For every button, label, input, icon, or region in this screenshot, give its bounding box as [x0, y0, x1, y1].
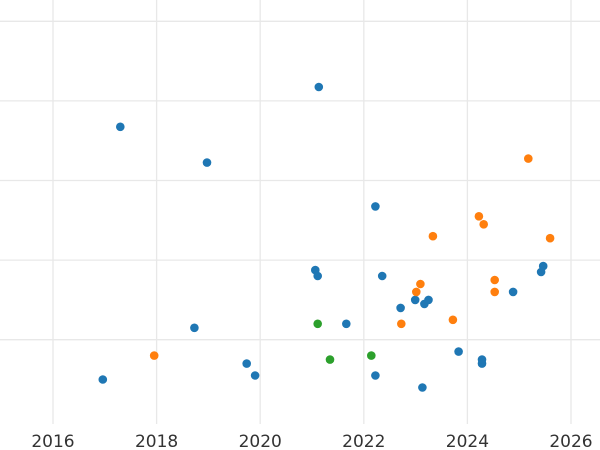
x-tick-label: 2018	[135, 432, 178, 450]
data-point-series-2	[474, 212, 484, 221]
data-point-series-1	[98, 375, 108, 384]
data-point-series-1	[377, 271, 387, 281]
data-point-series-1	[250, 371, 260, 380]
data-point-series-1	[242, 359, 251, 368]
data-point-series-3	[325, 355, 335, 364]
data-point-series-1	[424, 295, 433, 305]
data-point-series-2	[545, 233, 555, 243]
data-point-series-2	[448, 315, 458, 325]
x-tick-label: 2016	[31, 432, 74, 450]
x-tick-label: 2024	[446, 432, 489, 450]
data-point-series-1	[396, 303, 405, 313]
data-point-series-1	[342, 319, 351, 329]
data-point-series-1	[371, 371, 380, 380]
data-point-series-3	[313, 319, 323, 329]
data-point-series-3	[367, 351, 376, 360]
data-point-series-1	[116, 122, 125, 132]
data-point-series-1	[314, 82, 324, 92]
data-point-series-2	[149, 351, 159, 360]
data-point-series-2	[412, 287, 421, 297]
data-point-series-2	[479, 220, 489, 229]
data-point-series-2	[428, 231, 438, 241]
x-tick-label: 2022	[342, 432, 385, 450]
data-point-series-1	[190, 323, 199, 333]
data-point-series-1	[454, 347, 463, 356]
data-point-series-1	[538, 261, 548, 271]
data-points	[98, 82, 555, 392]
data-point-series-2	[524, 154, 533, 163]
x-tick-labels: 2016 2018 2020 2022 2024 2026	[31, 432, 592, 450]
data-point-series-2	[416, 279, 425, 289]
grid	[0, 0, 600, 424]
data-point-series-1	[313, 271, 323, 281]
data-point-series-1	[508, 287, 518, 297]
data-point-series-1	[477, 355, 487, 364]
data-point-series-2	[397, 319, 406, 329]
data-point-series-1	[202, 158, 212, 167]
data-point-series-1	[410, 295, 420, 305]
data-point-series-2	[490, 287, 500, 297]
data-point-series-2	[490, 275, 500, 285]
data-point-series-1	[418, 383, 427, 392]
data-point-series-1	[371, 202, 380, 211]
x-tick-label: 2020	[239, 432, 282, 450]
x-tick-label: 2026	[549, 432, 592, 450]
